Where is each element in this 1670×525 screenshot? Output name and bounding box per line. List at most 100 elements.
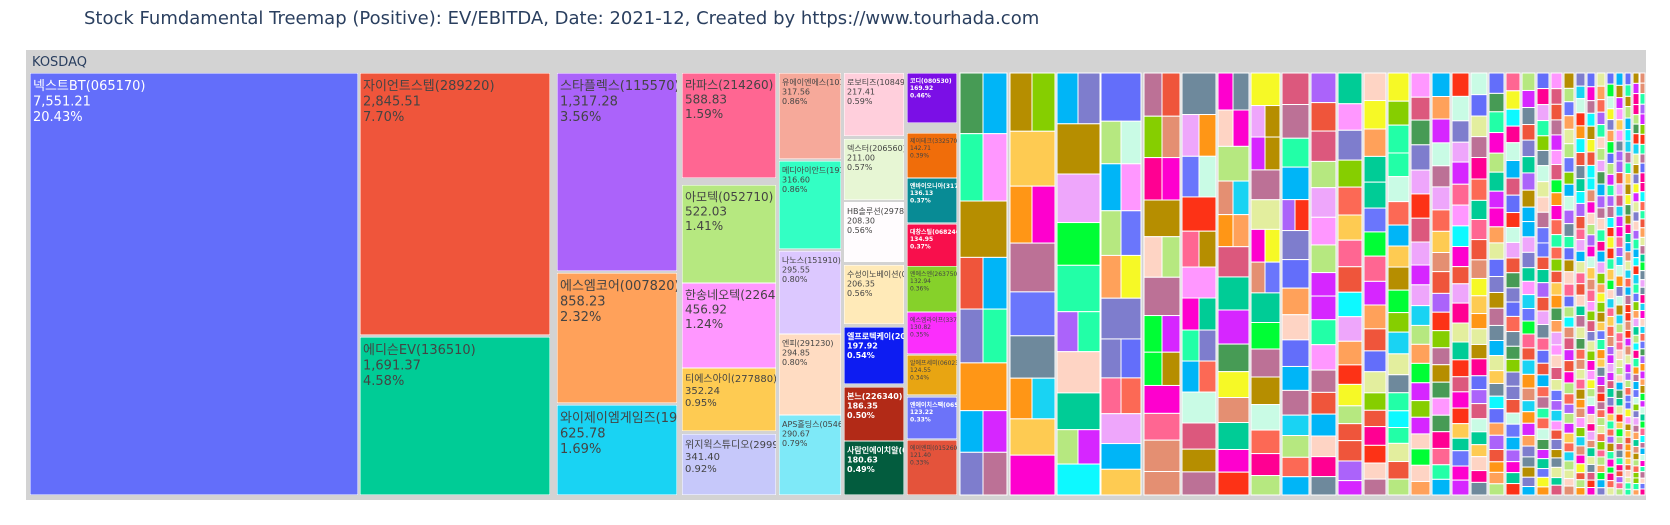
minor-tile-678 xyxy=(1615,140,1624,152)
minor-tile-454 xyxy=(1550,366,1563,381)
tile-6: 라파스(214260)588.831.59% xyxy=(682,73,776,178)
minor-tile-712 xyxy=(1615,449,1624,459)
minor-tile-728 xyxy=(1624,173,1632,185)
minor-tile-730 xyxy=(1624,194,1632,206)
minor-tile-321 xyxy=(1488,242,1505,260)
minor-tile-79 xyxy=(1181,196,1217,232)
minor-tile-401 xyxy=(1536,104,1550,122)
minor-tile-65 xyxy=(1143,276,1181,317)
minor-tile-452 xyxy=(1550,344,1563,356)
tile-rect-29 xyxy=(907,355,957,395)
minor-tile-484 xyxy=(1563,295,1575,308)
minor-tile-660 xyxy=(1606,405,1615,415)
minor-tile-23 xyxy=(1031,377,1056,420)
minor-tile-60 xyxy=(1143,157,1163,201)
minor-tile-556 xyxy=(1586,234,1596,247)
minor-tile-265 xyxy=(1451,95,1470,122)
minor-tile-536 xyxy=(1575,436,1586,447)
minor-tile-456 xyxy=(1550,389,1563,402)
minor-tile-575 xyxy=(1586,423,1596,432)
tile-rect-13 xyxy=(779,251,841,334)
minor-tile-310 xyxy=(1470,470,1488,483)
minor-tile-621 xyxy=(1596,449,1606,458)
minor-tile-681 xyxy=(1615,172,1624,185)
minor-tile-849 xyxy=(1639,340,1646,350)
minor-tile-188 xyxy=(1363,231,1387,257)
minor-tile-57 xyxy=(1161,72,1181,117)
minor-tile-644 xyxy=(1606,258,1615,270)
minor-tile-214 xyxy=(1387,374,1410,394)
minor-tile-552 xyxy=(1586,189,1596,203)
minor-tile-162 xyxy=(1310,456,1337,478)
minor-tile-574 xyxy=(1586,413,1596,425)
minor-tile-334 xyxy=(1488,434,1505,451)
minor-tile-637 xyxy=(1606,184,1615,197)
minor-tile-396 xyxy=(1521,466,1536,478)
minor-tile-828 xyxy=(1639,162,1646,174)
minor-tile-314 xyxy=(1488,111,1505,134)
minor-tile-573 xyxy=(1586,405,1596,415)
minor-tile-369 xyxy=(1521,89,1536,109)
minor-tile-225 xyxy=(1410,169,1431,195)
minor-tile-346 xyxy=(1505,194,1521,214)
minor-tile-641 xyxy=(1606,226,1615,238)
minor-tile-840 xyxy=(1639,270,1646,281)
tile-31: 에이엔피(015260)121.400.33% xyxy=(907,440,957,495)
minor-tile-372 xyxy=(1521,139,1536,158)
minor-tile-858 xyxy=(1639,406,1646,415)
minor-tile-598 xyxy=(1596,240,1606,252)
minor-tile-121 xyxy=(1264,261,1281,294)
minor-tile-458 xyxy=(1550,409,1563,422)
minor-tile-792 xyxy=(1632,301,1640,312)
minor-tile-685 xyxy=(1615,215,1624,228)
minor-tile-425 xyxy=(1536,428,1550,440)
tile-rect-25 xyxy=(907,178,957,223)
minor-tile-312 xyxy=(1488,72,1505,94)
minor-tile-745 xyxy=(1624,329,1632,339)
minor-tile-746 xyxy=(1624,337,1632,347)
minor-tile-804 xyxy=(1632,396,1640,405)
minor-tile-631 xyxy=(1606,119,1615,131)
minor-tile-440 xyxy=(1550,192,1563,207)
minor-tile-268 xyxy=(1451,161,1470,185)
minor-tile-464 xyxy=(1550,466,1563,479)
minor-tile-734 xyxy=(1624,233,1632,244)
minor-tile-7 xyxy=(959,308,984,364)
minor-tile-668 xyxy=(1606,466,1615,474)
minor-tile-347 xyxy=(1505,212,1521,228)
minor-tile-273 xyxy=(1451,266,1470,285)
minor-tile-788 xyxy=(1632,265,1640,276)
tile-rect-7 xyxy=(682,185,776,283)
minor-tile-350 xyxy=(1505,257,1521,274)
minor-tile-359 xyxy=(1505,385,1521,401)
minor-tile-723 xyxy=(1624,117,1632,131)
minor-tile-842 xyxy=(1639,286,1646,296)
minor-tile-489 xyxy=(1563,349,1575,362)
minor-tile-838 xyxy=(1639,253,1646,263)
minor-tile-30 xyxy=(1056,222,1101,266)
minor-tile-703 xyxy=(1615,381,1624,391)
minor-tile-416 xyxy=(1536,324,1550,339)
minor-tile-738 xyxy=(1624,269,1632,279)
tile-17: 덱스터(206560)211.000.57% xyxy=(844,139,904,200)
minor-tile-627 xyxy=(1606,72,1615,85)
minor-tile-639 xyxy=(1606,205,1615,218)
minor-tile-210 xyxy=(1387,289,1410,314)
minor-tile-297 xyxy=(1470,277,1488,297)
minor-tile-344 xyxy=(1505,159,1521,179)
minor-tile-365 xyxy=(1505,461,1521,474)
minor-tile-496 xyxy=(1563,422,1575,434)
minor-tile-85 xyxy=(1181,329,1200,362)
minor-tile-797 xyxy=(1632,342,1640,351)
minor-tile-28 xyxy=(1056,123,1101,175)
minor-tile-820 xyxy=(1639,82,1646,95)
minor-tile-720 xyxy=(1624,84,1632,97)
minor-tile-393 xyxy=(1521,434,1536,447)
minor-tile-140 xyxy=(1281,339,1310,367)
minor-tile-392 xyxy=(1521,422,1536,436)
minor-tile-185 xyxy=(1363,155,1387,183)
tile-rect-24 xyxy=(907,133,957,178)
tile-27: 엔에스엔(263750)132.940.36% xyxy=(907,266,957,312)
tile-23: 코디(080530)169.920.46% xyxy=(907,73,957,123)
minor-tile-701 xyxy=(1615,366,1624,376)
